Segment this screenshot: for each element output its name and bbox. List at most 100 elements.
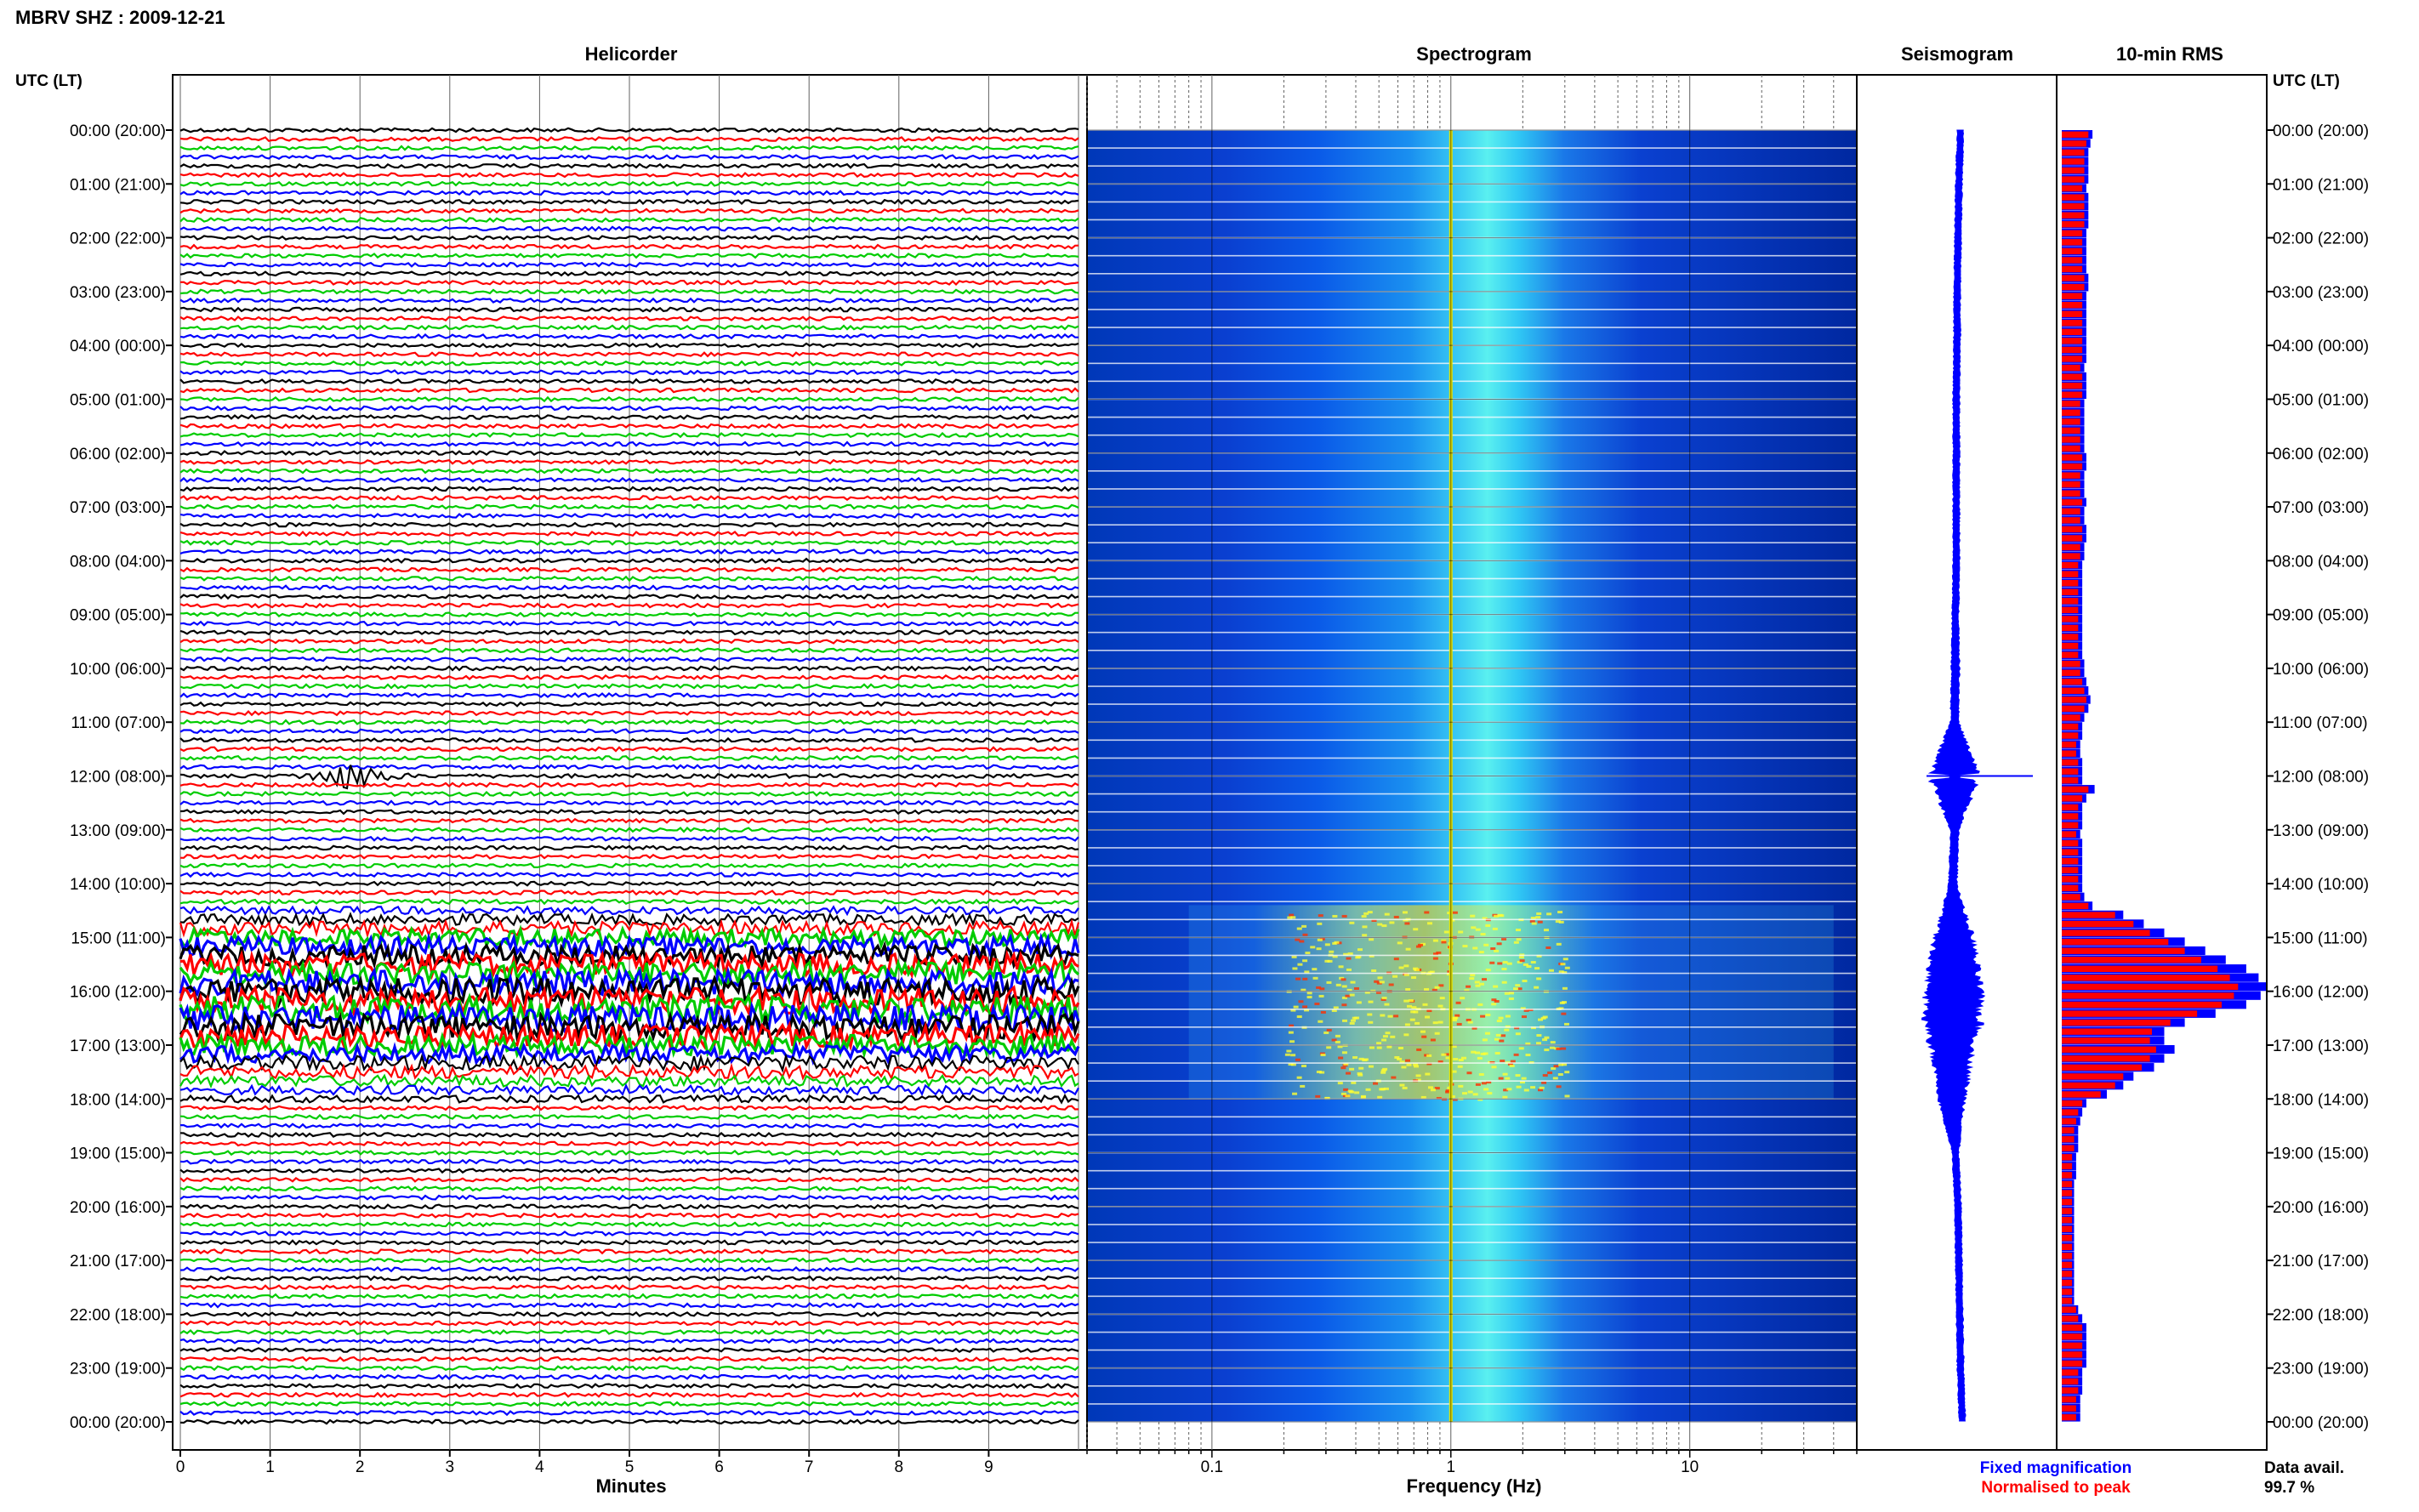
- spectrogram-hot-pixel: [1354, 1091, 1360, 1094]
- spectrogram-hot-pixel: [1286, 1049, 1292, 1053]
- spectrogram-hot-pixel: [1564, 966, 1570, 969]
- helicorder-trace: [179, 1401, 1079, 1407]
- spectrogram-hot-pixel: [1319, 1071, 1325, 1074]
- spectrogram-hot-pixel: [1296, 1076, 1302, 1079]
- spectrogram-hot-pixel: [1341, 914, 1347, 918]
- rms-bar-normalised: [2062, 373, 2083, 380]
- right-ytick-label: 01:00 (21:00): [2273, 176, 2369, 194]
- spectrogram-hot-pixel: [1451, 1070, 1457, 1073]
- rms-bar-normalised: [2062, 786, 2089, 793]
- spectrogram-hot-pixel: [1318, 914, 1323, 918]
- rms-bar-normalised: [2062, 401, 2080, 407]
- helicorder-trace: [179, 1347, 1079, 1354]
- rms-bar-normalised: [2062, 355, 2083, 362]
- spectrogram-hot-pixel: [1521, 1077, 1527, 1080]
- spectrogram-hot-pixel: [1410, 1010, 1416, 1014]
- spectrogram-hot-pixel: [1343, 1088, 1349, 1091]
- spectrogram-xtick-label: 10: [1681, 1458, 1699, 1476]
- spectrogram-hot-pixel: [1368, 1020, 1374, 1024]
- spectrogram-hot-pixel: [1352, 1056, 1358, 1060]
- spectrogram-hot-pixel: [1432, 1021, 1438, 1025]
- helicorder-trace: [179, 974, 1080, 1009]
- spectrogram-hot-pixel: [1432, 957, 1438, 960]
- helicorder-trace: [179, 1275, 1079, 1282]
- spectrogram-hot-pixel: [1415, 1078, 1421, 1082]
- spectrogram-hot-pixel: [1397, 1046, 1403, 1049]
- spectrogram-hot-pixel: [1530, 961, 1536, 964]
- spectrogram-hot-pixel: [1477, 1003, 1483, 1006]
- spectrogram-hot-pixel: [1405, 1059, 1411, 1062]
- left-ytick-label: 03:00 (23:00): [70, 284, 166, 302]
- spectrogram-hot-pixel: [1351, 1019, 1357, 1022]
- rms-bar-normalised: [2062, 669, 2080, 676]
- spectrogram-hot-pixel: [1388, 983, 1394, 986]
- rms-bar-normalised: [2062, 364, 2080, 372]
- spectrogram-hot-pixel: [1293, 1005, 1299, 1009]
- spectrogram-hot-pixel: [1331, 1009, 1337, 1012]
- spectrogram-hot-pixel: [1437, 1004, 1443, 1008]
- helicorder-trace: [179, 1284, 1079, 1291]
- spectrogram-hot-pixel: [1436, 951, 1442, 954]
- spectrogram-hot-pixel: [1546, 912, 1552, 916]
- rms-bar-normalised: [2062, 293, 2083, 299]
- spectrogram-hot-pixel: [1556, 1047, 1562, 1050]
- spectrogram-hot-pixel: [1493, 985, 1499, 988]
- left-ytick-label: 17:00 (13:00): [70, 1037, 166, 1055]
- rms-bar-normalised: [2062, 275, 2085, 281]
- rms-bar-normalised: [2062, 947, 2185, 954]
- spectrogram-hot-pixel: [1556, 1085, 1562, 1089]
- helicorder-trace: [179, 395, 1079, 403]
- left-ytick-label: 09:00 (05:00): [70, 607, 166, 625]
- left-ytick-label: 15:00 (11:00): [71, 929, 166, 947]
- rms-bar-normalised: [2062, 1190, 2073, 1197]
- spectrogram-hot-pixel: [1425, 1072, 1431, 1076]
- spectrogram-hot-pixel: [1334, 941, 1340, 944]
- rms-bar-normalised: [2062, 517, 2080, 524]
- helicorder-trace: [179, 1203, 1079, 1210]
- spectrogram-hot-pixel: [1302, 977, 1308, 981]
- spectrogram-hot-pixel: [1479, 982, 1485, 986]
- rms-bar-normalised: [2062, 1019, 2171, 1026]
- spectrogram-hot-pixel: [1502, 1095, 1508, 1099]
- spectrogram-hot-pixel: [1341, 985, 1347, 988]
- spectrogram-hot-pixel: [1302, 1005, 1308, 1009]
- left-ytick-label: 00:00 (20:00): [70, 1414, 166, 1432]
- spectrogram-hot-pixel: [1296, 1015, 1302, 1019]
- helicorder-trace: [179, 765, 1079, 790]
- spectrogram-hot-pixel: [1495, 1033, 1501, 1037]
- helicorder-trace: [179, 611, 1079, 618]
- spectrogram-hot-pixel: [1526, 965, 1532, 969]
- helicorder-trace: [180, 1302, 1079, 1309]
- spectrogram-hot-pixel: [1466, 985, 1471, 988]
- spectrogram-hot-pixel: [1471, 1026, 1477, 1030]
- helicorder-trace: [179, 566, 1079, 573]
- spectrogram-hot-pixel: [1356, 1001, 1362, 1004]
- helicorder-trace: [179, 912, 1079, 928]
- spectrogram-hot-pixel: [1523, 1009, 1529, 1012]
- spectrogram-hot-pixel: [1538, 1018, 1544, 1021]
- spectrogram-hot-pixel: [1398, 966, 1404, 969]
- spectrogram-hot-pixel: [1456, 1022, 1462, 1026]
- rms-bar-normalised: [2062, 1342, 2083, 1350]
- spectrogram-hot-pixel: [1513, 1053, 1519, 1056]
- rms-bar-normalised: [2062, 1064, 2142, 1071]
- helicorder-trace: [179, 1083, 1079, 1097]
- right-ytick-label: 17:00 (13:00): [2273, 1037, 2369, 1055]
- helicorder-trace: [179, 584, 1079, 591]
- helicorder-trace: [179, 764, 1079, 770]
- spectrogram-hot-pixel: [1558, 970, 1564, 974]
- spectrogram-hot-pixel: [1491, 1003, 1497, 1006]
- spectrogram-hot-pixel: [1340, 1066, 1346, 1070]
- spectrogram-hot-pixel: [1310, 946, 1316, 949]
- spectrogram-hot-pixel: [1338, 1056, 1344, 1060]
- helicorder-trace: [179, 1113, 1079, 1121]
- right-ytick-label: 05:00 (01:00): [2273, 391, 2369, 409]
- spectrogram-hot-pixel: [1289, 1024, 1295, 1027]
- rms-bar-normalised: [2062, 912, 2115, 918]
- spectrogram-hot-pixel: [1475, 984, 1481, 987]
- helicorder-trace: [179, 790, 1079, 798]
- spectrogram-hot-pixel: [1347, 952, 1353, 955]
- rms-bar-normalised: [2062, 920, 2134, 928]
- spectrogram-hot-pixel: [1536, 1034, 1542, 1037]
- right-ytick-label: 14:00 (10:00): [2273, 876, 2369, 894]
